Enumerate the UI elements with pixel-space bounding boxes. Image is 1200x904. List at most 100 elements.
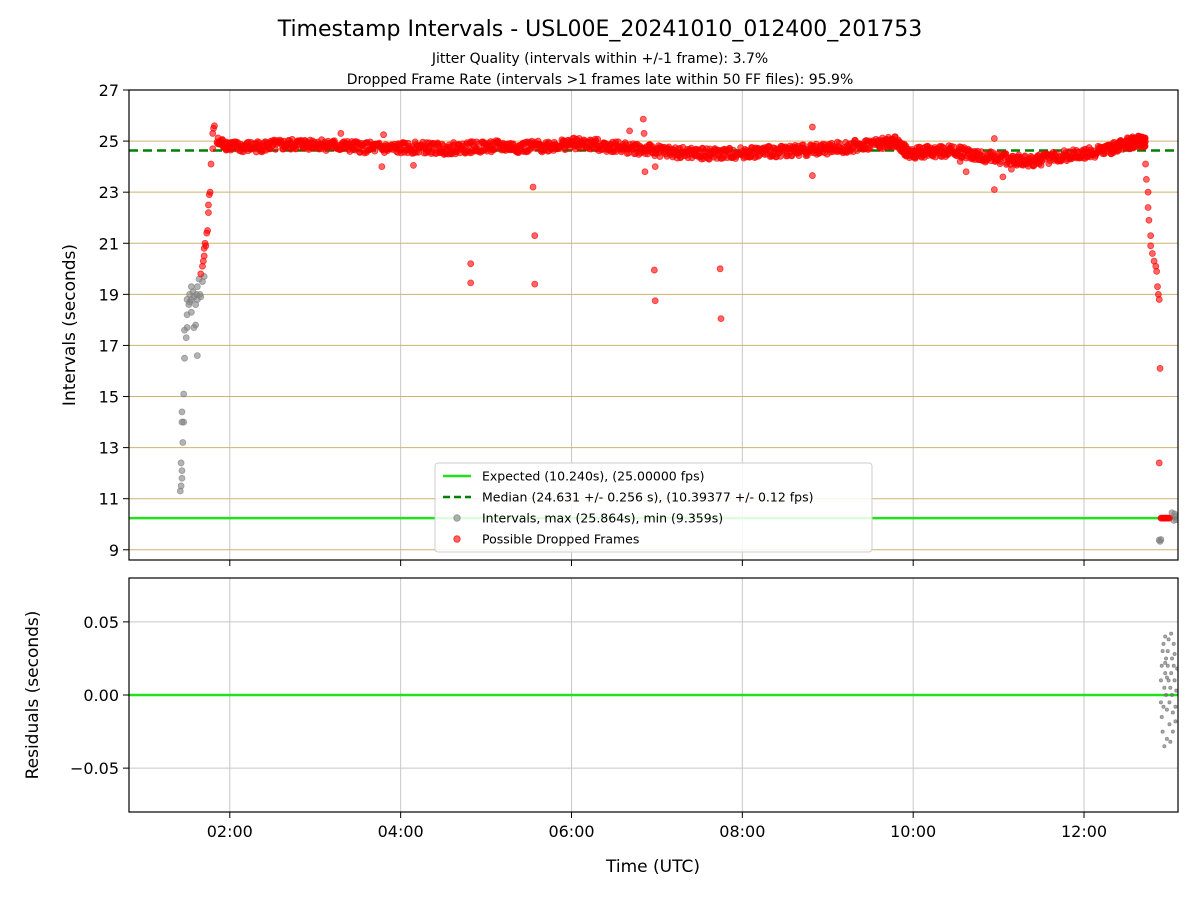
intervals-point — [197, 270, 205, 278]
intervals-point — [187, 308, 195, 316]
residuals-point — [1161, 641, 1166, 646]
intervals-point — [716, 265, 724, 273]
residuals-point — [1163, 634, 1168, 639]
legend: Expected (10.240s), (25.00000 fps) Median… — [434, 462, 873, 553]
residuals-point — [1158, 678, 1163, 683]
intervals-marks — [129, 115, 1178, 545]
intervals-point — [178, 467, 186, 474]
intervals-point — [197, 293, 205, 301]
legend-label: Intervals, max (25.864s), min (9.359s) — [482, 511, 723, 526]
intervals-point — [990, 135, 998, 142]
chart-subtitle-jitter: Jitter Quality (intervals within +/-1 fr… — [431, 51, 768, 67]
intervals-point — [182, 334, 190, 342]
intervals-point — [808, 123, 816, 131]
residuals-point — [1169, 631, 1174, 636]
residuals-y-tick-label: 0.05 — [83, 613, 119, 632]
residuals-point — [1173, 719, 1178, 724]
intervals-point — [178, 474, 186, 482]
residuals-point — [1172, 678, 1177, 683]
residuals-point — [1165, 649, 1170, 654]
intervals-point — [1142, 160, 1149, 168]
intervals-point — [639, 115, 647, 123]
residuals-point — [1162, 685, 1167, 690]
intervals-point — [531, 232, 539, 239]
residuals-point — [1160, 729, 1165, 734]
intervals-point — [180, 418, 188, 426]
intervals-point — [200, 252, 208, 260]
residuals-y-tick-label: 0.00 — [83, 686, 119, 705]
intervals-y-tick-label: 25 — [99, 132, 119, 151]
intervals-point — [1145, 216, 1153, 224]
residuals-marks — [129, 631, 1178, 749]
residuals-point — [1161, 704, 1166, 709]
intervals-point — [187, 283, 195, 291]
residuals-point — [1170, 729, 1175, 734]
intervals-point — [1147, 232, 1155, 239]
residuals-point — [1164, 693, 1169, 698]
intervals-point — [180, 390, 188, 398]
residuals-point — [1175, 666, 1178, 671]
intervals-series-1 — [197, 115, 1173, 522]
intervals-y-tick-label: 19 — [99, 285, 119, 304]
x-tick-label: 06:00 — [548, 822, 594, 841]
intervals-point — [177, 459, 185, 467]
intervals-band-point — [594, 135, 602, 143]
residuals-point — [1173, 704, 1178, 709]
intervals-point — [467, 260, 475, 268]
residuals-plot: 02:00 04:00 06:00 08:00 10:00 12:00 0.05 0.00 −0… — [70, 577, 1179, 841]
top-y-axis-label: Intervals (seconds) — [60, 244, 80, 406]
intervals-point — [177, 482, 185, 490]
residuals-point — [1164, 656, 1169, 661]
intervals-band-point — [1141, 138, 1149, 145]
x-tick-label: 04:00 — [378, 822, 424, 841]
legend-label: Median (24.631 +/- 0.256 s), (10.39377 +… — [482, 490, 813, 505]
intervals-point — [1166, 514, 1173, 522]
intervals-point — [193, 283, 201, 291]
intervals-point — [641, 168, 649, 176]
legend-swatch — [453, 535, 461, 543]
intervals-point — [467, 279, 475, 287]
residuals-series-0 — [1158, 631, 1178, 749]
intervals-point — [1155, 459, 1163, 467]
intervals-point — [651, 297, 659, 305]
intervals-plot: 9 11 13 15 17 19 21 23 25 27 — [99, 81, 1179, 566]
x-axis-label: Time (UTC) — [605, 857, 700, 877]
residuals-point — [1169, 671, 1174, 676]
intervals-point — [204, 227, 211, 234]
residuals-point — [1164, 736, 1169, 741]
intervals-point — [529, 183, 537, 191]
intervals-point — [717, 315, 725, 323]
intervals-y-tick-label: 23 — [99, 183, 119, 202]
intervals-point — [410, 161, 417, 169]
residuals-point — [1167, 700, 1172, 705]
intervals-point — [1155, 296, 1163, 303]
intervals-y-tick-label: 17 — [99, 336, 119, 355]
residuals-point — [1165, 663, 1170, 668]
intervals-point — [205, 201, 212, 209]
intervals-point — [178, 408, 186, 416]
intervals-point — [626, 127, 633, 135]
residuals-point — [1159, 714, 1164, 719]
residuals-point — [1163, 660, 1168, 665]
intervals-y-tick-label: 13 — [99, 439, 119, 458]
legend-label: Expected (10.240s), (25.00000 fps) — [482, 469, 704, 484]
intervals-point — [1142, 176, 1150, 183]
intervals-point — [650, 266, 658, 274]
intervals-point — [380, 131, 387, 139]
intervals-point — [651, 163, 659, 171]
intervals-point — [956, 158, 964, 165]
intervals-point — [181, 354, 188, 362]
intervals-band-point — [656, 153, 664, 161]
residuals-point — [1168, 739, 1173, 744]
x-tick-label: 10:00 — [890, 822, 936, 841]
intervals-frame — [128, 89, 1179, 561]
legend-entry-3: Possible Dropped Frames — [453, 532, 639, 547]
intervals-point — [179, 439, 187, 446]
intervals-point — [1144, 188, 1152, 196]
x-tick-label: 02:00 — [207, 822, 253, 841]
intervals-y-tick-label: 27 — [99, 81, 119, 100]
intervals-point — [186, 298, 194, 306]
intervals-point — [337, 130, 345, 137]
